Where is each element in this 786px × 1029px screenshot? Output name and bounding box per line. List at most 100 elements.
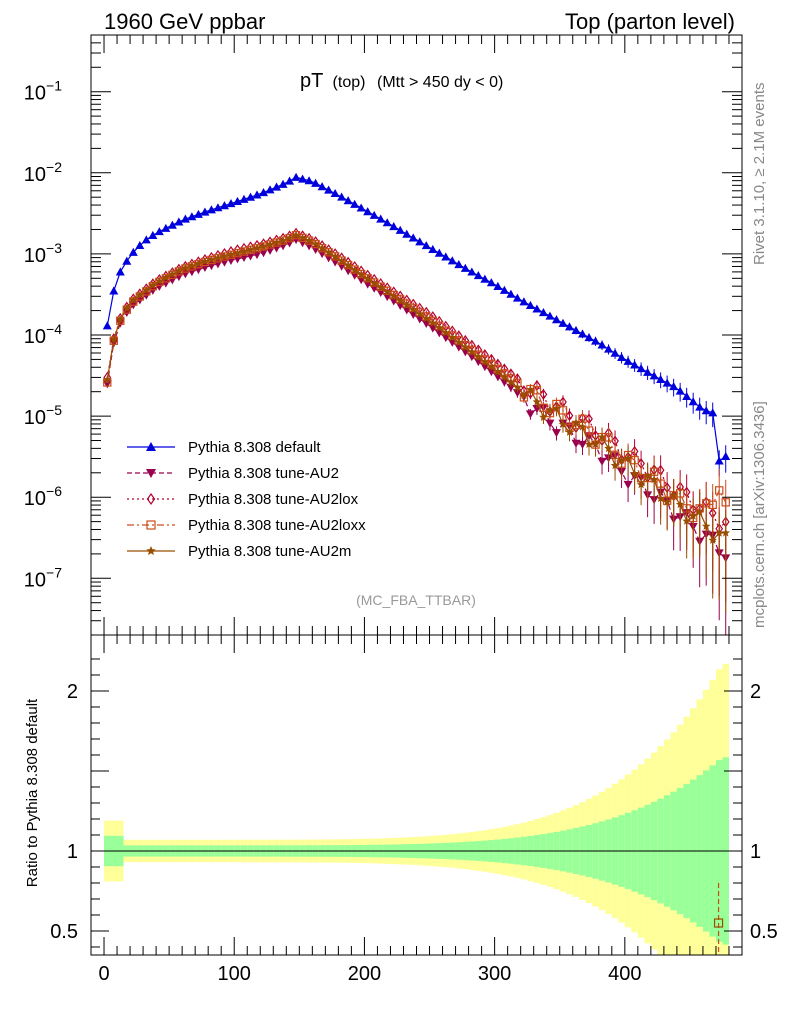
ratio-bands xyxy=(91,663,742,955)
x-tick-label: 0 xyxy=(98,963,109,985)
ratio-y-tick-label-left: 2 xyxy=(67,681,78,703)
data-point xyxy=(493,373,503,382)
legend-entry: Pythia 8.308 tune-AU2m xyxy=(127,543,351,560)
data-point xyxy=(324,185,334,194)
data-point xyxy=(701,406,711,415)
data-point xyxy=(389,291,398,300)
data-point xyxy=(545,419,555,428)
legend-entry: Pythia 8.308 tune-AU2 xyxy=(127,465,339,482)
data-point xyxy=(356,270,366,279)
mcplots-label: mcplots.cern.ch [arXiv:1306.3436] xyxy=(751,401,768,628)
data-point xyxy=(135,290,145,299)
data-point xyxy=(395,296,405,305)
data-point xyxy=(571,418,581,427)
y-tick-label: 10−1 xyxy=(24,78,62,105)
data-point xyxy=(154,227,164,236)
data-point xyxy=(272,182,282,191)
data-point xyxy=(525,410,535,419)
data-point xyxy=(519,297,529,306)
data-point xyxy=(662,378,672,387)
data-point xyxy=(565,410,574,422)
data-point xyxy=(441,252,451,261)
data-point xyxy=(643,367,653,376)
legend-marker xyxy=(146,469,156,478)
data-point xyxy=(708,535,717,544)
data-point xyxy=(688,397,698,406)
plot-title-cut: (Mtt > 450 dy < 0) xyxy=(377,74,503,91)
data-point xyxy=(708,408,718,417)
data-point xyxy=(148,280,158,289)
data-point xyxy=(473,271,483,280)
data-point xyxy=(194,259,203,268)
data-point xyxy=(161,223,171,232)
data-point xyxy=(148,230,158,240)
data-point xyxy=(480,357,490,366)
ratio-y-tick-label-right: 2 xyxy=(750,681,761,703)
data-point xyxy=(252,251,262,260)
data-point xyxy=(675,386,685,395)
data-point xyxy=(649,475,659,484)
data-point xyxy=(428,318,438,327)
data-point xyxy=(389,221,399,231)
data-point xyxy=(324,248,333,257)
data-point xyxy=(402,229,412,238)
data-point xyxy=(304,236,314,245)
y-tick-label: 10−7 xyxy=(24,564,62,591)
data-point xyxy=(207,255,216,264)
data-point xyxy=(512,389,522,398)
data-point xyxy=(500,372,509,381)
data-point xyxy=(591,439,600,448)
data-point xyxy=(682,391,692,400)
ratio-ylabel: Ratio to Pythia 8.308 default xyxy=(24,698,41,887)
data-point xyxy=(278,236,288,245)
data-point xyxy=(135,240,145,250)
data-point xyxy=(604,443,613,453)
data-point xyxy=(454,259,464,269)
series-line-au2lox xyxy=(106,232,727,530)
data-point xyxy=(219,201,229,210)
data-point xyxy=(356,203,366,212)
data-point xyxy=(180,214,190,223)
data-point xyxy=(239,194,249,203)
data-point xyxy=(428,244,438,253)
data-point xyxy=(168,269,177,278)
data-point xyxy=(311,239,320,248)
data-point xyxy=(669,382,679,391)
data-point xyxy=(578,329,588,338)
data-point xyxy=(513,382,522,391)
data-point xyxy=(298,233,307,242)
data-point xyxy=(617,455,626,464)
data-point xyxy=(656,494,665,503)
series-line-au2 xyxy=(106,238,727,559)
x-tick-label: 400 xyxy=(608,963,641,985)
legend: Pythia 8.308 default Pythia 8.308 tune-AU… xyxy=(127,439,366,560)
data-point xyxy=(350,265,359,274)
data-point xyxy=(714,456,724,465)
data-point xyxy=(246,245,255,254)
data-point xyxy=(206,205,216,214)
data-point xyxy=(311,178,321,187)
ratio-y-tick-label-left: 1 xyxy=(67,841,78,863)
data-point xyxy=(298,174,308,183)
data-point xyxy=(421,241,431,250)
data-point xyxy=(708,500,717,510)
data-point xyxy=(506,289,516,298)
data-point xyxy=(129,293,138,305)
legend-marker xyxy=(146,520,156,530)
data-point xyxy=(363,207,373,216)
legend-label: Pythia 8.308 tune-AU2lox xyxy=(188,491,359,508)
legend-entry: Pythia 8.308 tune-AU2lox xyxy=(127,491,359,508)
ratio-y-tick-label-left: 0.5 xyxy=(50,921,78,943)
data-point xyxy=(695,507,704,516)
data-point xyxy=(525,300,535,309)
data-point xyxy=(506,383,516,392)
y-tick-label: 10−3 xyxy=(24,240,62,267)
data-point xyxy=(701,521,711,530)
data-point xyxy=(532,386,542,395)
plot-title-main: pT xyxy=(300,70,323,92)
data-point xyxy=(200,207,210,216)
data-point xyxy=(461,342,470,351)
data-point xyxy=(506,377,516,386)
data-point xyxy=(343,196,353,205)
